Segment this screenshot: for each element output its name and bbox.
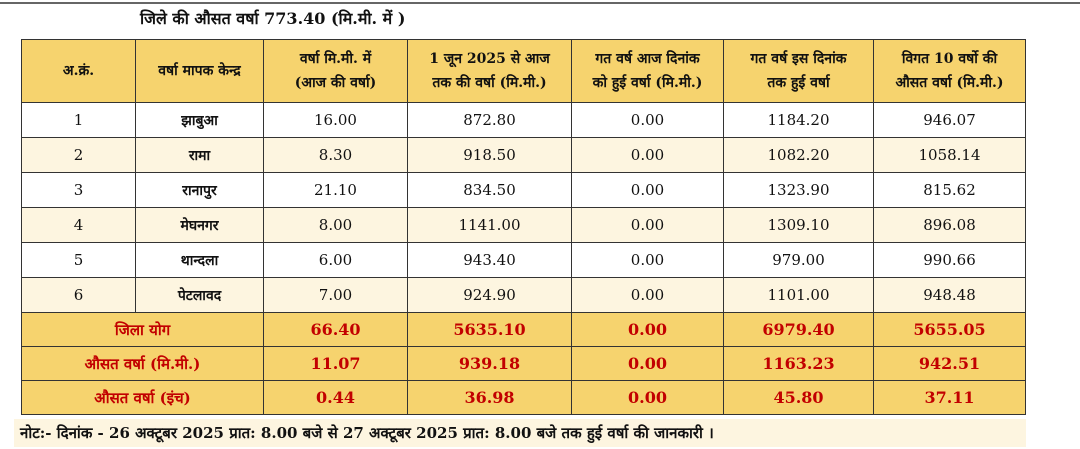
cell-last-year-today: 0.00 (571, 242, 724, 278)
col-header-since-june: 1 जून 2025 से आज तक की वर्षा (मि.मी.) (407, 39, 572, 103)
cell-last-year-today: 0.00 (571, 277, 724, 313)
cell-last-year-till: 1184.20 (723, 102, 874, 138)
cell-sno: 5 (21, 242, 136, 278)
col-header-last-year-today: गत वर्ष आज दिनांक को हुई वर्षा (मि.मी.) (571, 39, 724, 103)
cell-today: 7.00 (263, 277, 408, 313)
cell-since-june: 943.40 (407, 242, 572, 278)
cell-avg10: 948.48 (873, 277, 1026, 313)
cell-station: रामा (135, 137, 264, 173)
cell-last-year-till: 6979.40 (723, 312, 874, 347)
page-title: जिले की औसत वर्षा 773.40 (मि.मी. में ) (140, 9, 406, 28)
table-row: 5 थान्दला 6.00 943.40 0.00 979.00 990.66 (21, 242, 1026, 278)
cell-avg10: 1058.14 (873, 137, 1026, 173)
cell-sno: 6 (21, 277, 136, 313)
cell-today: 8.30 (263, 137, 408, 173)
header-row: अ.क्रं. वर्षा मापक केन्द्र वर्षा मि.मी. … (21, 39, 1026, 103)
cell-last-year-today: 0.00 (571, 312, 724, 347)
cell-station: पेटलावद (135, 277, 264, 313)
cell-last-year-till: 1101.00 (723, 277, 874, 313)
cell-station: मेघनगर (135, 207, 264, 243)
rainfall-table: अ.क्रं. वर्षा मापक केन्द्र वर्षा मि.मी. … (21, 39, 1026, 415)
cell-avg10: 37.11 (873, 380, 1026, 415)
cell-sno: 4 (21, 207, 136, 243)
cell-today: 16.00 (263, 102, 408, 138)
cell-last-year-today: 0.00 (571, 102, 724, 138)
cell-last-year-till: 979.00 (723, 242, 874, 278)
cell-avg10: 5655.05 (873, 312, 1026, 347)
summary-row-average-inch: औसत वर्षा (इंच) 0.44 36.98 0.00 45.80 37… (21, 380, 1026, 415)
cell-since-june: 872.80 (407, 102, 572, 138)
cell-avg10: 896.08 (873, 207, 1026, 243)
cell-last-year-today: 0.00 (571, 380, 724, 415)
cell-last-year-today: 0.00 (571, 207, 724, 243)
cell-avg10: 815.62 (873, 172, 1026, 208)
cell-last-year-today: 0.00 (571, 346, 724, 381)
table-row: 4 मेघनगर 8.00 1141.00 0.00 1309.10 896.0… (21, 207, 1026, 243)
cell-avg10: 990.66 (873, 242, 1026, 278)
cell-last-year-till: 1082.20 (723, 137, 874, 173)
cell-last-year-till: 45.80 (723, 380, 874, 415)
cell-station: रानापुर (135, 172, 264, 208)
cell-today: 21.10 (263, 172, 408, 208)
cell-last-year-today: 0.00 (571, 172, 724, 208)
table-row: 3 रानापुर 21.10 834.50 0.00 1323.90 815.… (21, 172, 1026, 208)
cell-since-june: 1141.00 (407, 207, 572, 243)
table-row: 6 पेटलावद 7.00 924.90 0.00 1101.00 948.4… (21, 277, 1026, 313)
cell-sno: 1 (21, 102, 136, 138)
cell-last-year-till: 1163.23 (723, 346, 874, 381)
cell-last-year-today: 0.00 (571, 137, 724, 173)
summary-row-average-mm: औसत वर्षा (मि.मी.) 11.07 939.18 0.00 116… (21, 346, 1026, 381)
cell-today: 11.07 (263, 346, 408, 381)
cell-sno: 3 (21, 172, 136, 208)
summary-label: औसत वर्षा (इंच) (21, 380, 264, 415)
cell-today: 0.44 (263, 380, 408, 415)
cell-since-june: 36.98 (407, 380, 572, 415)
footnote: नोट:- दिनांक - 26 अक्टूबर 2025 प्रात: 8.… (14, 419, 1026, 447)
cell-today: 66.40 (263, 312, 408, 347)
cell-since-june: 939.18 (407, 346, 572, 381)
cell-today: 8.00 (263, 207, 408, 243)
cell-sno: 2 (21, 137, 136, 173)
cell-since-june: 834.50 (407, 172, 572, 208)
cell-since-june: 924.90 (407, 277, 572, 313)
cell-avg10: 946.07 (873, 102, 1026, 138)
cell-today: 6.00 (263, 242, 408, 278)
col-header-today: वर्षा मि.मी. में (आज की वर्षा) (263, 39, 408, 103)
cell-since-june: 918.50 (407, 137, 572, 173)
col-header-avg10: विगत 10 वर्षो की औसत वर्षा (मि.मी.) (873, 39, 1026, 103)
table-row: 2 रामा 8.30 918.50 0.00 1082.20 1058.14 (21, 137, 1026, 173)
col-header-station: वर्षा मापक केन्द्र (135, 39, 264, 103)
cell-avg10: 942.51 (873, 346, 1026, 381)
summary-label: जिला योग (21, 312, 264, 347)
cell-station: झाबुआ (135, 102, 264, 138)
col-header-sno: अ.क्रं. (21, 39, 136, 103)
table-row: 1 झाबुआ 16.00 872.80 0.00 1184.20 946.07 (21, 102, 1026, 138)
cell-station: थान्दला (135, 242, 264, 278)
cell-last-year-till: 1309.10 (723, 207, 874, 243)
col-header-last-year-till: गत वर्ष इस दिनांक तक हुई वर्षा (723, 39, 874, 103)
top-divider (0, 2, 1080, 4)
cell-since-june: 5635.10 (407, 312, 572, 347)
summary-label: औसत वर्षा (मि.मी.) (21, 346, 264, 381)
cell-last-year-till: 1323.90 (723, 172, 874, 208)
summary-row-district-total: जिला योग 66.40 5635.10 0.00 6979.40 5655… (21, 312, 1026, 347)
